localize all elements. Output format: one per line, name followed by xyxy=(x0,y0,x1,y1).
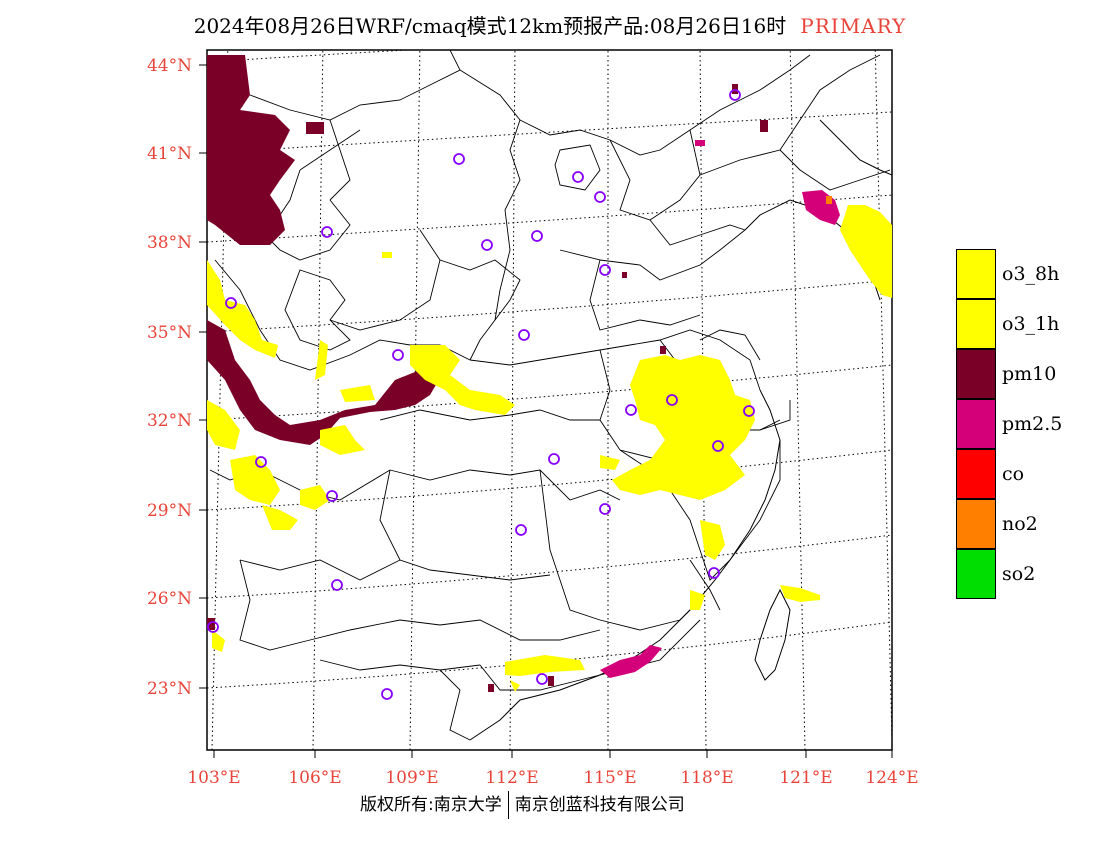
legend-label: o3_1h xyxy=(1002,313,1060,335)
station-marker xyxy=(708,567,720,579)
station-marker xyxy=(518,329,530,341)
legend-label: so2 xyxy=(1002,563,1036,585)
legend-item-pm10: pm10 xyxy=(956,349,1100,399)
station-marker xyxy=(321,226,333,238)
legend-item-o3-1h: o3_1h xyxy=(956,299,1100,349)
station-marker xyxy=(225,297,237,309)
station-marker xyxy=(326,490,338,502)
legend: o3_8h o3_1h pm10 pm2.5 co no2 so2 xyxy=(956,249,1100,599)
lat-label: 32°N xyxy=(147,411,192,431)
station-marker xyxy=(599,503,611,515)
station-marker xyxy=(531,230,543,242)
lon-label: 115°E xyxy=(583,768,636,788)
lon-label: 124°E xyxy=(865,768,918,788)
station-marker xyxy=(548,453,560,465)
legend-swatch xyxy=(956,399,996,449)
map-title: 2024年08月26日WRF/cmaq模式12km预报产品:08月26日16时 P… xyxy=(0,10,1100,39)
copyright-footer: 版权所有:南京大学 南京创蓝科技有限公司 xyxy=(360,790,685,819)
station-marker xyxy=(381,688,393,700)
legend-swatch xyxy=(956,449,996,499)
lat-label: 44°N xyxy=(147,56,192,76)
station-marker xyxy=(453,153,465,165)
lon-label: 118°E xyxy=(680,768,733,788)
map-frame xyxy=(206,49,893,751)
latitude-labels: 44°N 41°N 38°N 35°N 32°N 29°N 26°N 23°N xyxy=(147,56,207,699)
lat-label: 35°N xyxy=(147,323,192,343)
station-marker xyxy=(666,394,678,406)
legend-label: no2 xyxy=(1002,513,1038,535)
legend-label: o3_8h xyxy=(1002,263,1060,285)
longitude-labels: 103°E 106°E 109°E 112°E 115°E 118°E 121°E 124°E xyxy=(187,750,919,788)
legend-swatch xyxy=(956,549,996,599)
monitoring-stations xyxy=(207,89,755,700)
station-marker xyxy=(331,579,343,591)
lon-label: 112°E xyxy=(485,768,538,788)
title-primary-tag: PRIMARY xyxy=(800,14,907,38)
o3-regions xyxy=(207,205,892,692)
station-marker xyxy=(594,191,606,203)
legend-item-pm25: pm2.5 xyxy=(956,399,1100,449)
station-marker xyxy=(743,405,755,417)
station-marker xyxy=(625,404,637,416)
station-marker xyxy=(481,239,493,251)
legend-swatch xyxy=(956,299,996,349)
station-marker xyxy=(599,264,611,276)
title-main: 2024年08月26日WRF/cmaq模式12km预报产品:08月26日16时 xyxy=(193,14,787,38)
footer-divider xyxy=(507,791,509,819)
station-marker xyxy=(729,89,741,101)
station-marker xyxy=(255,456,267,468)
graticule-lat xyxy=(207,50,892,689)
station-marker xyxy=(572,171,584,183)
station-marker xyxy=(392,349,404,361)
station-marker xyxy=(207,621,219,633)
pm10-regions xyxy=(207,55,768,692)
lat-label: 38°N xyxy=(147,233,192,253)
legend-swatch xyxy=(956,249,996,299)
lon-label: 109°E xyxy=(385,768,438,788)
legend-item-so2: so2 xyxy=(956,549,1100,599)
lat-label: 29°N xyxy=(147,501,192,521)
legend-label: pm10 xyxy=(1002,363,1057,385)
legend-swatch xyxy=(956,349,996,399)
lon-label: 106°E xyxy=(288,768,341,788)
lon-label: 121°E xyxy=(779,768,832,788)
station-marker xyxy=(515,524,527,536)
legend-item-o3-8h: o3_8h xyxy=(956,249,1100,299)
lat-label: 41°N xyxy=(147,144,192,164)
lat-label: 23°N xyxy=(147,679,192,699)
legend-swatch xyxy=(956,499,996,549)
lon-label: 103°E xyxy=(187,768,240,788)
lat-label: 26°N xyxy=(147,589,192,609)
station-marker xyxy=(536,673,548,685)
legend-item-no2: no2 xyxy=(956,499,1100,549)
legend-label: co xyxy=(1002,463,1025,485)
no2-regions xyxy=(826,196,832,204)
footer-left: 版权所有:南京大学 xyxy=(360,795,502,815)
legend-label: pm2.5 xyxy=(1002,413,1063,435)
footer-right: 南京创蓝科技有限公司 xyxy=(514,795,685,815)
station-marker xyxy=(712,440,724,452)
legend-item-co: co xyxy=(956,449,1100,499)
